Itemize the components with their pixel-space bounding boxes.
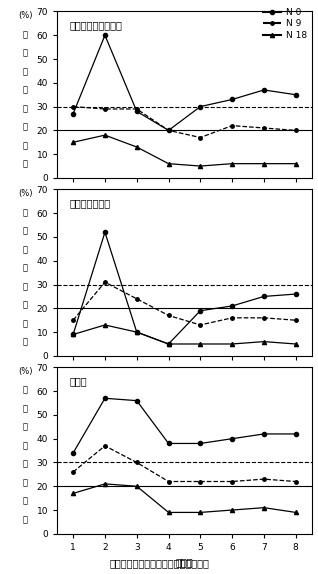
- Text: 図１．窒素施用量と番草別クローバ率: 図１．窒素施用量と番草別クローバ率: [109, 559, 209, 568]
- Text: フイア: フイア: [70, 376, 87, 386]
- Text: ー: ー: [23, 478, 28, 487]
- Text: 率: 率: [23, 338, 28, 346]
- Text: ロ: ロ: [23, 282, 28, 291]
- Text: (%): (%): [18, 189, 33, 199]
- Text: ロ: ロ: [23, 460, 28, 469]
- Text: ー: ー: [23, 300, 28, 309]
- Text: (%): (%): [18, 11, 33, 21]
- Text: 乾: 乾: [23, 208, 28, 217]
- Text: ク: ク: [23, 86, 28, 95]
- Text: 物: 物: [23, 226, 28, 235]
- Text: 中: 中: [23, 423, 28, 432]
- Text: 率: 率: [23, 160, 28, 168]
- Text: 物: 物: [23, 404, 28, 413]
- Text: 中: 中: [23, 67, 28, 76]
- Text: ケントワイルド: ケントワイルド: [70, 198, 111, 208]
- Text: 番　草: 番 草: [176, 557, 193, 567]
- Text: ロ: ロ: [23, 104, 28, 113]
- Text: バ: バ: [23, 141, 28, 150]
- Text: ク: ク: [23, 441, 28, 451]
- Text: 物: 物: [23, 48, 28, 57]
- Text: ク: ク: [23, 263, 28, 273]
- Text: (%): (%): [18, 367, 33, 377]
- Legend: N 0, N 9, N 18: N 0, N 9, N 18: [263, 7, 307, 40]
- Text: バ: バ: [23, 319, 28, 328]
- Text: バ: バ: [23, 497, 28, 506]
- Text: 率: 率: [23, 515, 28, 524]
- Text: 中: 中: [23, 245, 28, 254]
- Text: 「ノースホワイト」: 「ノースホワイト」: [70, 20, 123, 30]
- Text: 乾: 乾: [23, 386, 28, 395]
- Text: ー: ー: [23, 122, 28, 131]
- Text: 乾: 乾: [23, 30, 28, 39]
